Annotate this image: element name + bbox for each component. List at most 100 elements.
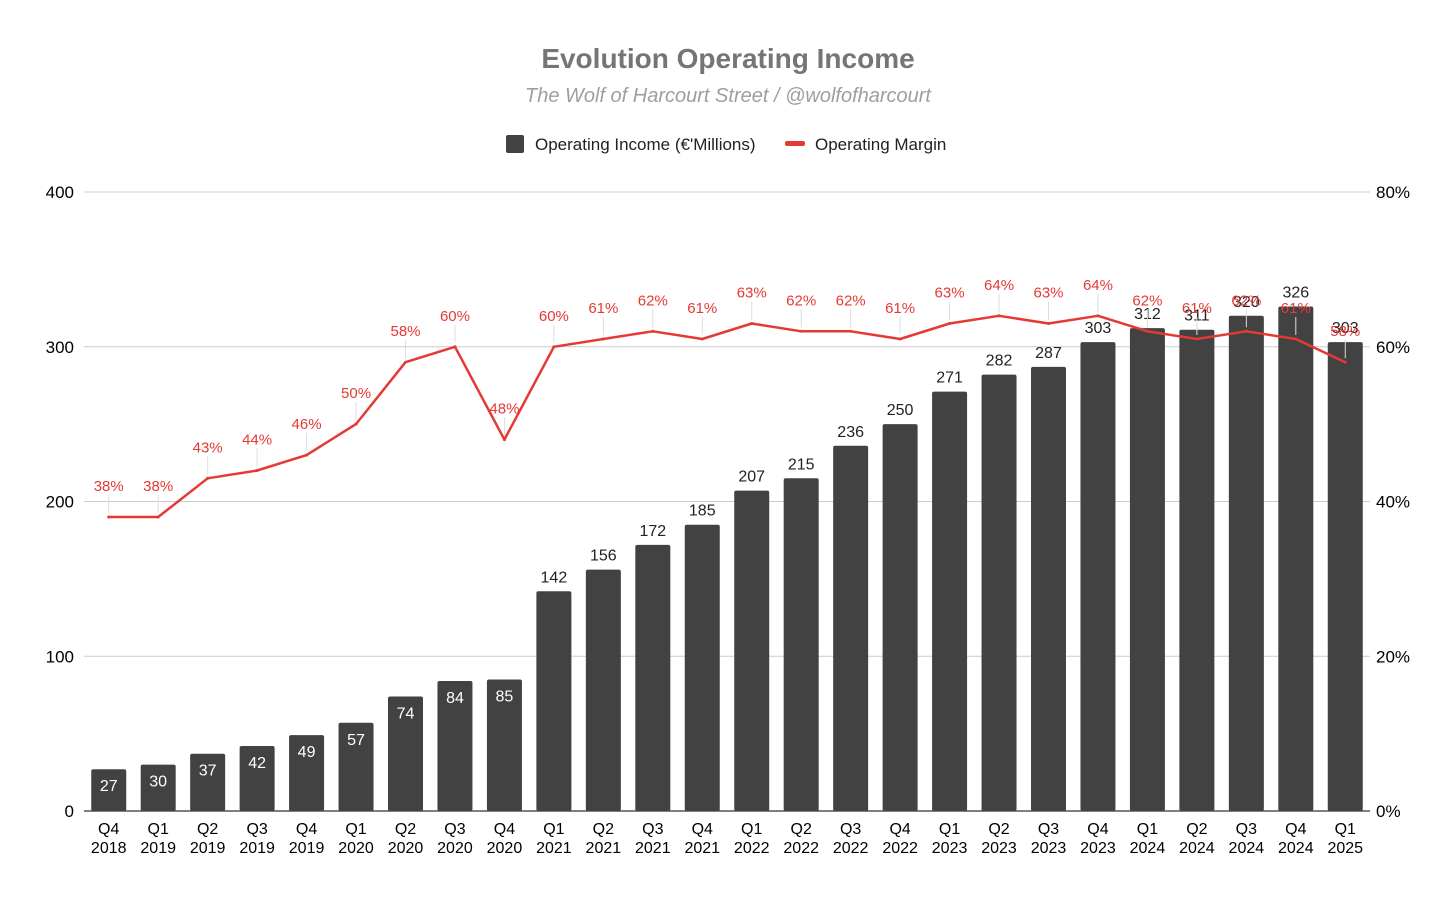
chart-title: Evolution Operating Income xyxy=(541,43,914,74)
margin-point xyxy=(700,337,704,341)
x-axis-year-label: 2021 xyxy=(536,840,572,857)
x-axis-year-label: 2021 xyxy=(635,840,671,857)
income-bar xyxy=(585,569,621,811)
margin-value-label: 50% xyxy=(341,385,371,402)
x-axis-quarter-label: Q1 xyxy=(1137,821,1158,838)
income-bar xyxy=(486,679,522,811)
income-value-label: 156 xyxy=(590,548,617,565)
income-bar xyxy=(289,735,325,811)
margin-value-label: 62% xyxy=(1231,292,1261,309)
margin-value-label: 60% xyxy=(539,308,569,325)
margin-point xyxy=(552,345,556,349)
income-bar xyxy=(635,544,671,811)
margin-point xyxy=(948,322,952,326)
right-axis-tick-label: 40% xyxy=(1376,493,1410,512)
legend: Operating Income (€'Millions) Operating … xyxy=(506,135,946,154)
right-axis-tick-label: 0% xyxy=(1376,802,1401,821)
margin-point xyxy=(156,515,160,519)
margin-value-label: 46% xyxy=(292,416,322,433)
income-value-label: 49 xyxy=(298,744,316,761)
x-axis-quarter-label: Q1 xyxy=(741,821,762,838)
margin-point xyxy=(1145,329,1149,333)
income-value-label: 287 xyxy=(1035,345,1062,362)
x-axis-year-label: 2019 xyxy=(190,840,226,857)
income-bar xyxy=(734,490,770,811)
left-axis-tick-label: 400 xyxy=(46,183,74,202)
right-axis-tick-label: 20% xyxy=(1376,647,1410,666)
margin-value-labels: 38% 38% 43% 44% 46% 50% 58% 60% 48% 60% 61% 62% 61% 6… xyxy=(94,277,1360,513)
x-axis-quarter-label: Q3 xyxy=(444,821,465,838)
x-axis-quarter-label: Q2 xyxy=(791,821,812,838)
income-value-label: 326 xyxy=(1282,285,1309,302)
x-axis-quarter-label: Q2 xyxy=(1186,821,1207,838)
income-value-label: 311 xyxy=(1184,308,1210,325)
x-axis-year-label: 2019 xyxy=(239,840,275,857)
margin-value-label: 38% xyxy=(94,478,124,495)
margin-value-label: 43% xyxy=(193,439,223,456)
income-value-label: 303 xyxy=(1085,320,1112,337)
margin-point xyxy=(1343,360,1347,364)
income-bar xyxy=(833,445,869,811)
income-bar xyxy=(1179,329,1215,811)
margin-point xyxy=(997,314,1001,318)
margin-point xyxy=(502,438,506,442)
right-axis-tick-label: 80% xyxy=(1376,183,1410,202)
income-value-label: 215 xyxy=(788,456,815,473)
income-bar xyxy=(536,591,572,811)
x-axis: Q4 2018 Q1 2019 Q2 2019 Q3 2019 Q4 2019 Q1 2020 Q2 20… xyxy=(91,821,1363,857)
income-bar xyxy=(437,681,473,811)
x-axis-year-label: 2022 xyxy=(783,840,819,857)
income-bar xyxy=(1327,342,1363,811)
income-bar xyxy=(981,374,1017,811)
x-axis-quarter-label: Q3 xyxy=(840,821,861,838)
income-bar xyxy=(1129,328,1165,811)
legend-item-operating-margin: Operating Margin xyxy=(785,135,946,154)
margin-point xyxy=(305,453,309,457)
left-axis-tick-label: 0 xyxy=(65,802,74,821)
income-bar xyxy=(1080,342,1116,811)
income-bar xyxy=(338,722,374,811)
margin-value-label: 64% xyxy=(1083,277,1113,294)
income-value-label: 84 xyxy=(446,690,464,707)
legend-item-operating-income: Operating Income (€'Millions) xyxy=(506,135,756,154)
x-axis-year-label: 2020 xyxy=(338,840,374,857)
income-value-label: 271 xyxy=(936,370,963,387)
x-axis-year-label: 2025 xyxy=(1327,840,1363,857)
x-axis-quarter-label: Q3 xyxy=(246,821,267,838)
x-axis-quarter-label: Q1 xyxy=(939,821,960,838)
income-bar xyxy=(1031,366,1066,811)
income-value-label: 207 xyxy=(738,469,765,486)
x-axis-quarter-label: Q3 xyxy=(642,821,663,838)
x-axis-quarter-label: Q1 xyxy=(543,821,564,838)
income-bar xyxy=(190,753,226,811)
margin-value-label: 38% xyxy=(143,478,173,495)
income-value-label: 250 xyxy=(887,402,914,419)
income-value-label: 303 xyxy=(1332,320,1359,337)
margin-point xyxy=(1294,337,1298,341)
income-bar xyxy=(1278,306,1314,811)
x-axis-quarter-label: Q2 xyxy=(395,821,416,838)
margin-value-label: 61% xyxy=(588,300,618,317)
margin-value-label: 63% xyxy=(737,285,767,302)
x-axis-quarter-label: Q4 xyxy=(296,821,317,838)
x-axis-year-label: 2019 xyxy=(289,840,325,857)
x-axis-year-label: 2024 xyxy=(1229,840,1265,857)
income-value-label: 37 xyxy=(199,763,217,780)
income-value-label: 74 xyxy=(397,705,415,722)
x-axis-quarter-label: Q4 xyxy=(692,821,713,838)
gridlines xyxy=(84,191,1370,812)
x-axis-year-label: 2021 xyxy=(684,840,720,857)
margin-value-label: 64% xyxy=(984,277,1014,294)
income-value-label: 172 xyxy=(639,523,666,540)
margin-point xyxy=(404,360,407,364)
margin-value-label: 60% xyxy=(440,308,470,325)
income-value-label: 142 xyxy=(541,569,568,586)
legend-label-operating-margin: Operating Margin xyxy=(815,135,946,154)
x-axis-quarter-label: Q3 xyxy=(1236,821,1257,838)
margin-value-label: 62% xyxy=(638,292,668,309)
x-axis-year-label: 2023 xyxy=(932,840,968,857)
bars xyxy=(91,306,1363,811)
margin-point xyxy=(799,329,803,333)
income-value-label: 236 xyxy=(837,424,864,441)
margin-point xyxy=(651,329,655,333)
